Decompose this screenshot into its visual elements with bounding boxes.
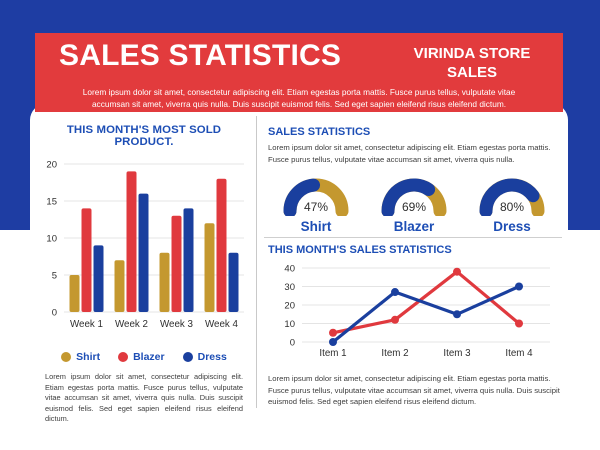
right-bottom-description: Lorem ipsum dolor sit amet, consectetur … bbox=[268, 374, 560, 407]
left-panel-title: THIS MONTH'S MOST SOLD PRODUCT. bbox=[66, 124, 222, 148]
gauge-arc: 47% bbox=[283, 178, 349, 218]
legend-dot bbox=[61, 352, 72, 362]
bar-chart-legend: Shirt Blazer Dress bbox=[38, 351, 250, 363]
svg-text:Week 2: Week 2 bbox=[115, 319, 148, 330]
header-row: SALES STATISTICS VIRINDA STORE SALES bbox=[35, 33, 563, 83]
gauges: 47% Shirt 69% Blazer 80% Dress bbox=[268, 170, 560, 234]
left-panel: THIS MONTH'S MOST SOLD PRODUCT. 0 5 10 15 20… bbox=[38, 124, 250, 425]
monthly-statistics-panel: THIS MONTH'S SALES STATISTICS 0 10 20 30 40 I… bbox=[268, 244, 560, 408]
svg-text:Item 1: Item 1 bbox=[319, 348, 346, 359]
sales-statistics-panel: SALES STATISTICS Lorem ipsum dolor sit a… bbox=[268, 126, 560, 234]
svg-text:10: 10 bbox=[46, 233, 57, 244]
line-chart: 0 10 20 30 40 Item 1 Item 2 Item 3 Item 4 bbox=[284, 263, 550, 359]
svg-text:15: 15 bbox=[46, 196, 57, 207]
horizontal-divider bbox=[264, 237, 562, 238]
gauge-arc: 80% bbox=[479, 178, 545, 218]
gauge-label: Shirt bbox=[300, 219, 332, 235]
bar-chart: 0 5 10 15 20 Week 1 Week 2 Week 3 Week 4 bbox=[46, 159, 244, 330]
svg-text:20: 20 bbox=[46, 159, 57, 170]
right-top-description: Lorem ipsum dolor sit amet, consectetur … bbox=[268, 143, 551, 164]
legend-label: Shirt bbox=[76, 351, 101, 363]
gauge-label: Blazer bbox=[393, 219, 435, 235]
svg-text:20: 20 bbox=[284, 300, 295, 311]
gauge-percent: 80% bbox=[500, 200, 524, 214]
header-description: Lorem ipsum dolor sit amet, consectetur … bbox=[82, 86, 516, 109]
svg-text:30: 30 bbox=[284, 282, 295, 293]
legend-dot bbox=[182, 352, 193, 362]
svg-text:Week 3: Week 3 bbox=[160, 319, 194, 330]
svg-text:10: 10 bbox=[284, 319, 295, 330]
right-top-title: SALES STATISTICS bbox=[268, 126, 371, 138]
gauge-percent: 47% bbox=[304, 200, 328, 214]
legend-dot bbox=[118, 352, 129, 362]
legend-label: Blazer bbox=[133, 351, 165, 363]
page-title: SALES STATISTICS bbox=[59, 39, 342, 72]
gauge-label: Dress bbox=[493, 219, 531, 235]
gauge-blazer: 69% Blazer bbox=[368, 170, 460, 234]
gauge-arc: 69% bbox=[381, 178, 447, 218]
legend-label: Dress bbox=[197, 351, 227, 363]
brand-name: VIRINDA STORE SALES bbox=[413, 45, 531, 81]
legend-item-shirt: Shirt bbox=[61, 351, 100, 363]
gauge-percent: 69% bbox=[402, 200, 426, 214]
svg-text:Item 4: Item 4 bbox=[505, 348, 533, 359]
gauge-shirt: 47% Shirt bbox=[270, 170, 362, 234]
left-panel-description: Lorem ipsum dolor sit amet, consectetur … bbox=[45, 372, 243, 424]
svg-text:Item 2: Item 2 bbox=[381, 348, 408, 359]
gauge-dress: 80% Dress bbox=[466, 170, 558, 234]
right-bottom-title: THIS MONTH'S SALES STATISTICS bbox=[268, 244, 452, 256]
svg-text:40: 40 bbox=[284, 263, 295, 274]
svg-text:0: 0 bbox=[290, 337, 295, 348]
svg-text:Week 4: Week 4 bbox=[205, 319, 239, 330]
legend-item-dress: Dress bbox=[182, 351, 227, 363]
content-card: THIS MONTH'S MOST SOLD PRODUCT. 0 5 10 15 20… bbox=[30, 104, 568, 450]
legend-item-blazer: Blazer bbox=[118, 351, 165, 363]
header-banner: SALES STATISTICS VIRINDA STORE SALES Lor… bbox=[35, 33, 563, 112]
svg-text:0: 0 bbox=[52, 307, 57, 318]
vertical-divider bbox=[256, 116, 257, 408]
svg-text:Week 1: Week 1 bbox=[70, 319, 103, 330]
svg-text:Item 3: Item 3 bbox=[443, 348, 471, 359]
svg-text:5: 5 bbox=[52, 270, 57, 281]
